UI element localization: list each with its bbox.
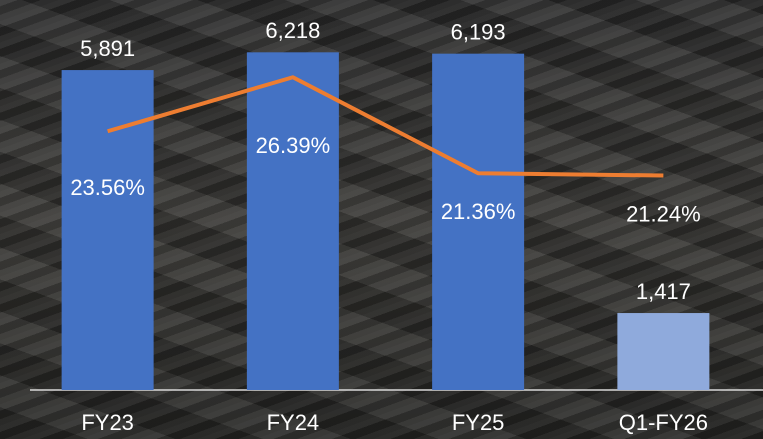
bar-value-label: 6,218	[265, 18, 320, 43]
x-tick-label: Q1-FY26	[619, 410, 708, 435]
line	[107, 75, 664, 178]
x-tick-label: FY24	[267, 410, 320, 435]
line-value-label: 21.36%	[441, 199, 516, 224]
bar-value-label: 1,417	[636, 279, 691, 304]
line-value-label: 23.56%	[70, 175, 145, 200]
x-tick-label: FY25	[452, 410, 505, 435]
line-value-label: 26.39%	[256, 133, 331, 158]
bar	[246, 52, 339, 391]
bar-value-label: 6,193	[451, 19, 506, 44]
line-value-label: 21.24%	[626, 201, 701, 226]
bar-value-label: 5,891	[80, 36, 135, 61]
bar	[61, 70, 154, 390]
bar	[432, 53, 525, 391]
x-tick-label: FY23	[81, 410, 134, 435]
bar	[617, 313, 710, 390]
